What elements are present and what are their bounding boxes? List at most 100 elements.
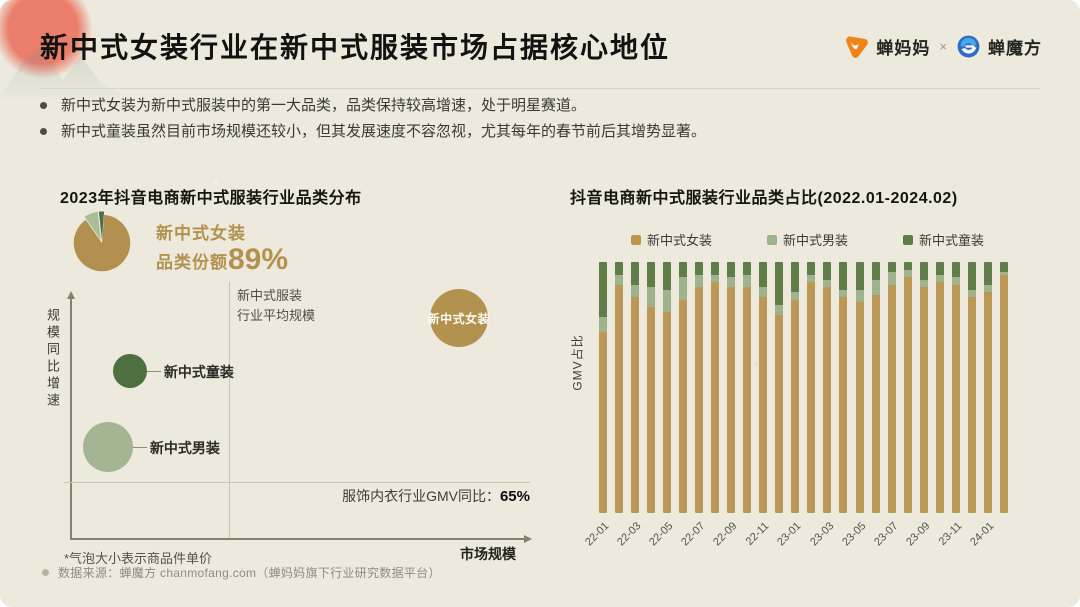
chanmama-logo-text: 蝉妈妈	[876, 39, 931, 58]
bar-stack	[807, 262, 816, 513]
segment-新中式童装	[663, 262, 672, 290]
bar-2022-11	[755, 262, 771, 513]
bar-2023-07	[884, 262, 900, 513]
pie-annotation-line1: 新中式女装	[156, 224, 246, 243]
chanmofang-logo-icon	[956, 34, 981, 59]
brand-separator: ×	[939, 39, 947, 54]
segment-新中式男装	[647, 287, 656, 308]
segment-新中式男装	[807, 274, 816, 283]
bullet-dot-icon	[40, 102, 47, 109]
pie-slice-新中式男装	[84, 211, 101, 240]
segment-新中式男装	[951, 277, 960, 285]
segment-新中式童装	[839, 262, 848, 290]
bar-stack	[983, 262, 992, 513]
segment-新中式童装	[711, 262, 720, 275]
bar-2024-01	[980, 262, 996, 513]
legend-label: 新中式女装	[647, 233, 713, 248]
bar-y-axis-label: GMV占比	[570, 334, 585, 391]
segment-新中式男装	[823, 279, 832, 288]
gmv-yoy-value: 65%	[499, 488, 530, 505]
bubble-label-connector	[142, 370, 161, 372]
segment-新中式女装	[919, 287, 928, 513]
bar-2024-02	[996, 262, 1012, 513]
pie-slice-新中式女装	[73, 214, 131, 272]
pie-annotation-line2: 品类份额 89%	[156, 245, 288, 275]
bar-stack	[839, 262, 848, 513]
segment-新中式男装	[727, 277, 736, 288]
bar-stack	[871, 262, 880, 513]
bar-stack	[759, 262, 768, 513]
y-axis-arrow-icon	[66, 291, 75, 299]
bar-stack	[967, 262, 976, 513]
pie-annotation: 新中式女装 品类份额 89%	[156, 211, 288, 275]
bubble-新中式男装	[82, 422, 133, 473]
segment-新中式童装	[871, 262, 880, 280]
x-axis-arrow-icon	[524, 534, 532, 543]
segment-新中式女装	[839, 297, 848, 513]
segment-新中式男装	[983, 284, 992, 293]
segment-新中式童装	[679, 262, 688, 278]
bar-2023-02	[803, 262, 819, 513]
legend: 新中式女装 新中式男装 新中式童装	[631, 230, 984, 249]
segment-新中式女装	[791, 299, 800, 513]
gmv-yoy-reference-line	[64, 482, 530, 484]
chanmama-logo-icon	[844, 34, 869, 59]
brand-logos: 蝉妈妈 × 蝉魔方	[844, 34, 1042, 59]
bullet-text: 新中式童装虽然目前市场规模还较小，但其发展速度不容忽视，尤其每年的春节前后其增势…	[61, 123, 707, 140]
bullet-item: 新中式童装虽然目前市场规模还较小，但其发展速度不容忽视，尤其每年的春节前后其增势…	[40, 123, 706, 140]
segment-新中式男装	[711, 274, 720, 283]
bar-2022-02	[611, 262, 627, 513]
page-title: 新中式女装行业在新中式服装市场占据核心地位	[40, 32, 671, 63]
legend-swatch-kids-icon	[903, 234, 914, 245]
segment-新中式女装	[887, 284, 896, 513]
bubble-label: 新中式男装	[149, 440, 220, 457]
bar-stack	[887, 262, 896, 513]
bar-2022-04	[643, 262, 659, 513]
legend-item-kids: 新中式童装	[903, 230, 984, 249]
avg-scale-reference-label: 新中式服装 行业平均规模	[237, 288, 316, 323]
bubble-新中式女装: 新中式女装	[428, 289, 490, 348]
bubble-label-connector	[128, 447, 147, 449]
bullet-text: 新中式女装为新中式服装中的第一大品类，品类保持较高增速，处于明星赛道。	[61, 97, 587, 114]
segment-新中式女装	[727, 287, 736, 513]
segment-新中式童装	[615, 262, 624, 275]
bubble-chart: 规模同比增速 市场规模 新中式服装 行业平均规模 服饰内衣行业GMV同比：65%…	[40, 280, 540, 580]
pie-slice-新中式童装	[98, 211, 105, 240]
segment-新中式女装	[823, 287, 832, 513]
bar-2023-01	[787, 262, 803, 513]
segment-新中式童装	[823, 262, 832, 280]
segment-新中式童装	[855, 262, 864, 290]
bar-2022-03	[627, 262, 643, 513]
segment-新中式男装	[663, 289, 672, 313]
segment-新中式男装	[679, 277, 688, 300]
bubble-y-axis-label: 规模同比增速	[45, 308, 60, 410]
pie-annotation-prefix: 品类份额	[156, 253, 228, 272]
segment-新中式女装	[759, 297, 768, 513]
bar-2023-12	[964, 262, 980, 513]
segment-新中式童装	[887, 262, 896, 273]
bubble-footnote: *气泡大小表示商品件单价	[64, 551, 213, 566]
segment-新中式女装	[983, 292, 992, 513]
segment-新中式童装	[695, 262, 704, 275]
segment-新中式男装	[871, 279, 880, 295]
segment-新中式童装	[759, 262, 768, 288]
pie-chart-block: 新中式女装 品类份额 89%	[70, 211, 288, 275]
pie-chart	[73, 211, 131, 272]
bar-stack	[599, 262, 608, 513]
bar-2023-04	[835, 262, 851, 513]
bar-2023-05	[852, 262, 868, 513]
bar-2023-03	[819, 262, 835, 513]
segment-新中式女装	[903, 277, 912, 513]
segment-新中式女装	[743, 287, 752, 513]
segment-新中式女装	[951, 284, 960, 513]
segment-新中式男装	[791, 292, 800, 300]
bubble-label: 新中式童装	[163, 363, 234, 380]
segment-新中式童装	[919, 262, 928, 280]
segment-新中式女装	[999, 274, 1008, 513]
y-axis-line	[70, 298, 72, 538]
source-dot-icon	[42, 569, 49, 576]
bar-2023-06	[868, 262, 884, 513]
bar-stack	[615, 262, 624, 513]
bubble-新中式童装	[112, 353, 147, 388]
segment-新中式女装	[855, 302, 864, 513]
